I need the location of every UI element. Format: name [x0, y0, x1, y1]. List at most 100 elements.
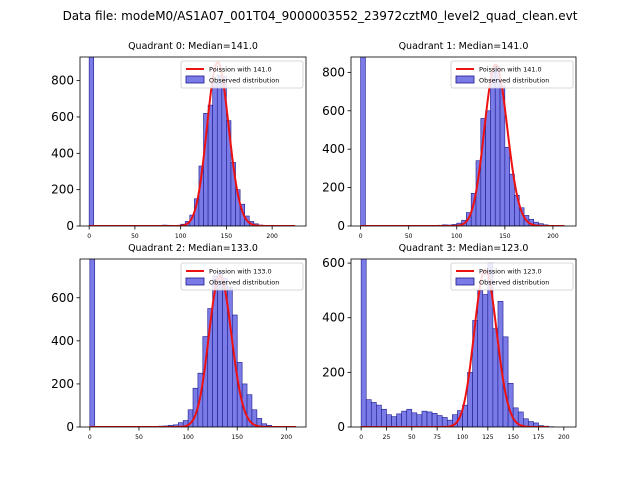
x-tick-label: 75: [433, 434, 441, 441]
histogram-bar: [216, 74, 223, 226]
legend-label-poisson: Poission with 133.0: [209, 268, 272, 276]
axes-frame: [350, 258, 577, 428]
axes-frame: [350, 56, 577, 227]
y-tick-label: 800: [51, 74, 74, 88]
x-tick-label: 200: [547, 233, 559, 240]
x-tick-label: 200: [558, 434, 570, 441]
y-tick-label: 600: [322, 104, 345, 118]
histogram-bar: [411, 412, 418, 427]
x-tick-label: 0: [359, 434, 363, 441]
histogram-bar: [365, 399, 372, 427]
x-tick-label: 50: [405, 233, 413, 240]
y-tick-label: 600: [322, 256, 345, 270]
legend-label-poisson: Poission with 141.0: [209, 66, 272, 74]
y-tick-label: 200: [51, 183, 74, 197]
legend: Poission with 141.0 Observed distribution: [450, 60, 574, 89]
x-tick-label: 200: [266, 233, 278, 240]
legend-label-observed: Observed distribution: [479, 279, 549, 287]
quadrant-panel-0: 0 50 100 150 200 0 200 400 600 800 Quadrant 0: Med…: [51, 41, 307, 240]
legend-hist-swatch: [185, 75, 205, 84]
legend-hist-swatch: [455, 75, 475, 84]
histogram-bar: [376, 404, 382, 427]
legend: Poission with 123.0 Observed distribution: [450, 262, 574, 291]
legend: Poission with 141.0 Observed distribution: [180, 60, 304, 89]
x-tick-label: 200: [281, 434, 293, 441]
legend-label-observed: Observed distribution: [209, 77, 279, 85]
histogram-bar: [212, 82, 218, 226]
x-tick-label: 100: [457, 434, 469, 441]
plot-area: [360, 57, 565, 226]
poisson-curve: [361, 268, 549, 427]
legend-box: [180, 262, 304, 291]
x-tick-label: 100: [451, 233, 463, 240]
histogram-bar: [370, 402, 377, 427]
legend-box: [450, 60, 574, 89]
y-tick-label: 400: [322, 311, 345, 325]
legend-label-poisson: Poission with 123.0: [479, 268, 542, 276]
histogram-bar: [386, 414, 392, 427]
x-tick-label: 150: [231, 434, 243, 441]
histogram-bar: [431, 413, 438, 427]
poisson-curve: [360, 63, 565, 226]
y-tick-label: 0: [66, 219, 74, 233]
x-tick-label: 0: [87, 233, 91, 240]
y-tick-label: 400: [51, 146, 74, 160]
histogram-bar: [406, 408, 413, 427]
histogram-bar: [207, 104, 213, 226]
plot-area: [89, 259, 297, 427]
y-tick-label: 0: [337, 219, 345, 233]
legend: Poission with 133.0 Observed distribution: [180, 262, 304, 291]
x-tick-label: 50: [131, 233, 139, 240]
histogram-bar: [436, 415, 443, 427]
histogram-bar: [504, 146, 510, 226]
quadrant-panel-2: 0 50 100 150 200 0 200 400 600 Quadrant 2: Median…: [51, 243, 307, 441]
legend-label-observed: Observed distribution: [479, 77, 549, 85]
figure-title: Data file: modeM0/AS1A07_001T04_90000035…: [63, 9, 578, 23]
histogram-bar: [477, 290, 484, 427]
x-tick-label: 175: [533, 434, 545, 441]
legend-hist-swatch: [185, 277, 205, 286]
legend-box: [180, 60, 304, 89]
x-tick-label: 50: [408, 434, 416, 441]
x-tick-label: 25: [383, 434, 391, 441]
axes-frame: [79, 258, 307, 428]
histogram-bar: [401, 410, 408, 427]
legend-label-poisson: Poission with 141.0: [479, 66, 542, 74]
histogram-bar: [482, 294, 489, 427]
y-tick-label: 800: [322, 65, 345, 79]
x-tick-label: 150: [221, 233, 233, 240]
y-tick-label: 600: [51, 291, 74, 305]
subplot-title: Quadrant 1: Median=141.0: [399, 41, 529, 52]
y-tick-label: 200: [51, 377, 74, 391]
quadrant-panel-1: 0 50 100 150 200 0 200 400 600 800 Quadrant 1: Med…: [322, 41, 577, 240]
x-tick-label: 150: [499, 233, 511, 240]
histogram-bar: [426, 411, 433, 427]
histogram-bar: [494, 66, 501, 226]
subplot-title: Quadrant 0: Median=141.0: [128, 41, 258, 52]
histogram-bar: [88, 57, 95, 226]
histogram-bar: [441, 417, 448, 427]
histogram-bar: [485, 110, 491, 226]
x-tick-label: 50: [135, 434, 143, 441]
y-tick-label: 600: [51, 110, 74, 124]
histogram-bar: [421, 410, 428, 427]
x-tick-label: 100: [182, 434, 194, 441]
y-tick-label: 400: [322, 142, 345, 156]
legend-box: [450, 262, 574, 291]
legend-label-observed: Observed distribution: [209, 279, 279, 287]
y-tick-label: 200: [322, 365, 345, 379]
histogram-bar: [416, 414, 423, 427]
plot-area: [88, 57, 296, 226]
x-tick-label: 150: [507, 434, 519, 441]
histogram-bar: [391, 416, 397, 427]
x-tick-label: 0: [88, 434, 92, 441]
histogram-bar: [360, 259, 367, 427]
histogram-bar: [217, 271, 223, 427]
subplot-title: Quadrant 2: Median=133.0: [128, 243, 258, 254]
subplot-title: Quadrant 3: Median=123.0: [399, 243, 529, 254]
x-tick-label: 100: [175, 233, 187, 240]
quadrant-panel-3: 0 25 50 75 100 125 150 175 200 0 200 400 600 Quadrant…: [322, 243, 577, 441]
y-tick-label: 200: [322, 181, 345, 195]
y-tick-label: 400: [51, 334, 74, 348]
